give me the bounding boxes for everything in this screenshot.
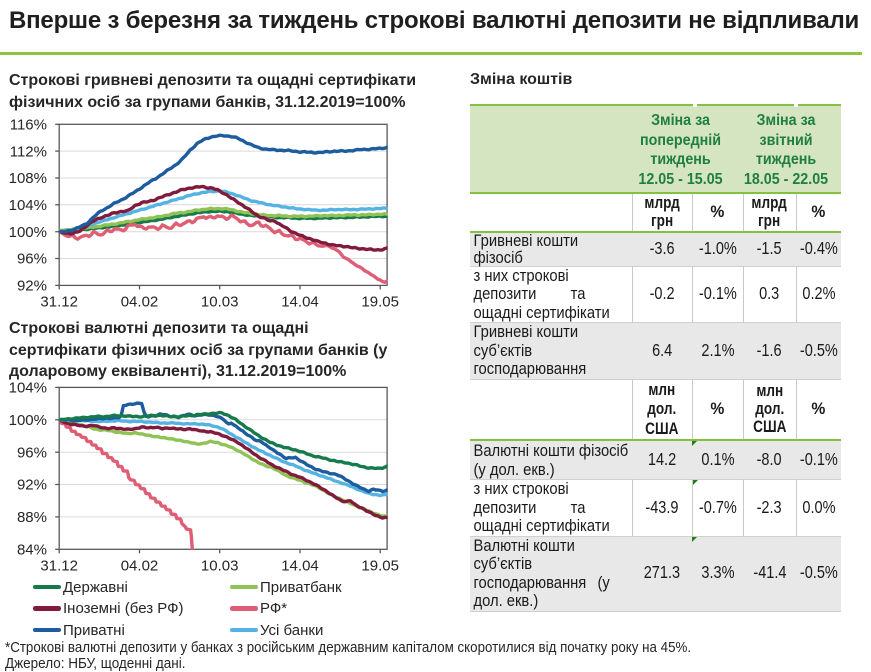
svg-text:116%: 116% <box>10 117 47 134</box>
svg-text:100%: 100% <box>9 224 47 241</box>
svg-text:10.03: 10.03 <box>201 558 239 575</box>
svg-text:92%: 92% <box>17 278 47 295</box>
svg-text:104%: 104% <box>9 197 47 214</box>
svg-text:14.04: 14.04 <box>281 558 319 575</box>
svg-text:96%: 96% <box>17 444 47 461</box>
svg-text:10.03: 10.03 <box>201 294 239 311</box>
svg-text:92%: 92% <box>17 477 47 494</box>
svg-text:112%: 112% <box>10 143 47 160</box>
svg-text:31.12: 31.12 <box>40 558 78 575</box>
svg-text:96%: 96% <box>17 251 47 268</box>
svg-text:14.04: 14.04 <box>281 294 319 311</box>
svg-text:88%: 88% <box>17 509 47 526</box>
svg-text:19.05: 19.05 <box>361 294 399 311</box>
svg-text:19.05: 19.05 <box>361 558 399 575</box>
svg-text:04.02: 04.02 <box>121 294 159 311</box>
svg-text:104%: 104% <box>9 380 47 397</box>
svg-text:04.02: 04.02 <box>121 558 159 575</box>
svg-text:108%: 108% <box>9 170 47 187</box>
svg-text:100%: 100% <box>9 412 47 429</box>
svg-text:84%: 84% <box>17 542 47 559</box>
svg-text:31.12: 31.12 <box>40 294 78 311</box>
